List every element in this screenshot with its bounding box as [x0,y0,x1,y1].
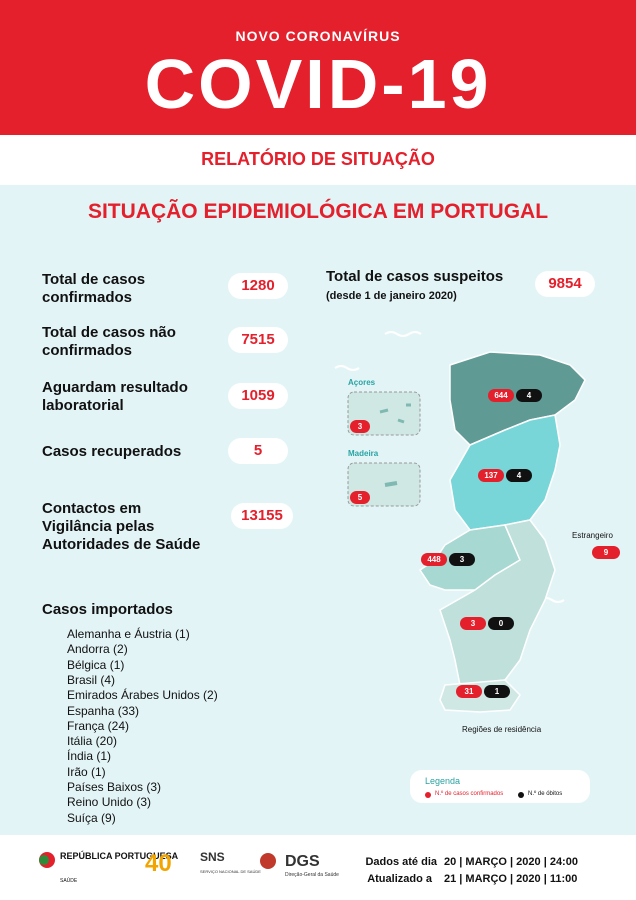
republic-emblem [39,855,49,865]
region-confirmed: 448 [421,553,447,566]
header-band [0,0,636,135]
region-confirmed: 31 [456,685,482,698]
title: COVID-19 [144,45,492,123]
sns-text: SNS [200,850,225,864]
subtitle: RELATÓRIO DE SITUAÇÃO [201,149,435,169]
updated-date: 21 | MARÇO | 2020 | 11:00 [444,873,577,885]
region-centre [449,414,561,531]
suspected-value: 9854 [535,271,595,297]
stat-label: Total de casos confirmados [42,271,146,306]
republic-text: REPÚBLICA PORTUGUESA [60,850,179,861]
imported-item: Espanha (33) [67,703,140,718]
suspected-label: Total de casos suspeitos (desde 1 de jan… [326,268,504,302]
stat-value: 1059 [228,383,288,409]
footer-logos: REPÚBLICA PORTUGUESA SAÚDE 40 SNS SERVIÇ… [39,850,578,885]
legend-dot [425,792,431,798]
updated-label: Atualizado a [367,873,433,885]
stat-value: 1280 [228,273,288,299]
azores-confirmed: 3 [350,420,370,433]
sns-name: SERVIÇO NACIONAL DE SAÚDE [200,869,261,874]
region-confirmed: 137 [478,469,504,482]
madeira-label: Madeira [348,449,379,458]
azores-islands [379,403,411,424]
section-title: SITUAÇÃO EPIDEMIOLÓGICA EM PORTUGAL [87,200,549,223]
stat-label: Contactos em Vigilância pelas Autoridade… [42,500,201,553]
imported-item: Brasil (4) [67,672,116,687]
region-deaths: 4 [516,389,542,402]
abroad-label: Estrangeiro [572,531,613,540]
madeira-confirmed: 5 [350,491,370,504]
health-text: SAÚDE [60,877,78,884]
imported-title: Casos importados [42,601,173,618]
region-deaths: 1 [484,685,510,698]
stat-value: 13155 [231,503,293,529]
dgs-text: DGS [285,853,320,870]
region-deaths: 4 [506,469,532,482]
imported-item: Alemanha e Áustria (1) [67,627,190,641]
imported-item: Andorra (2) [67,642,128,657]
imported-item: Países Baixos (3) [67,780,162,794]
stat-label: Aguardam resultado laboratorial [42,379,188,414]
madeira-island [384,481,398,487]
region-confirmed: 644 [488,389,514,402]
dgs-emblem [260,853,276,869]
stat-label: Casos recuperados [42,443,182,460]
data-date: 20 | MARÇO | 2020 | 24:00 [444,856,578,868]
imported-item: Reino Unido (3) [67,795,152,810]
wave [334,365,360,371]
imported-item: Irão (1) [67,764,106,779]
dgs-name: Direção-Geral da Saúde [285,872,339,878]
stat-value: 5 [228,438,288,464]
kicker: NOVO CORONAVÍRUS [235,28,401,44]
imported-item: Itália (20) [67,734,118,749]
imported-item: França (24) [67,718,130,733]
region-deaths: 3 [449,553,475,566]
imported-item: Índia (1) [67,749,112,764]
stat-label: Total de casos não confirmados [42,324,176,359]
region-deaths: 0 [488,617,514,630]
azores-label: Açores [348,378,376,387]
stat-value: 7515 [228,327,288,353]
legend-dot [518,792,524,798]
imported-item: Bélgica (1) [67,657,125,672]
map-caption: Regiões de residência [462,725,542,734]
legend-title: Legenda [425,776,461,786]
data-label: Dados até dia [365,856,437,868]
imported-item: Emirados Árabes Unidos (2) [67,688,218,703]
suspected-note: (desde 1 de janeiro 2020) [326,290,457,302]
wave [384,331,422,337]
legend-deaths: N.º de óbitos [528,791,563,797]
imported-item: Suíça (9) [67,810,116,825]
legend-box [410,770,590,803]
region-confirmed: 3 [460,617,486,630]
legend-confirmed: N.º de casos confirmados [435,791,504,797]
abroad-confirmed: 9 [592,546,620,559]
anniversary: 40 [145,850,172,877]
